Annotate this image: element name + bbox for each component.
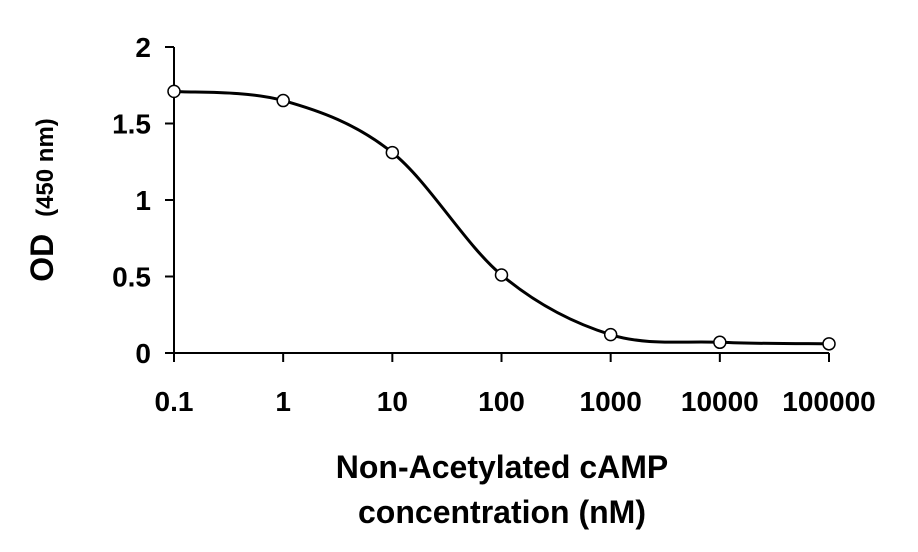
x-tick-label: 100000: [782, 386, 875, 417]
data-point: [167, 84, 181, 99]
data-point: [822, 337, 836, 351]
y-tick-label: 2: [135, 32, 151, 63]
axes: [173, 47, 829, 354]
series-line: [173, 89, 830, 346]
x-tick-label: 0.1: [155, 386, 194, 417]
x-tick-label: 10000: [681, 386, 759, 417]
x-tick-label: 10: [377, 386, 408, 417]
y-axis-title: OD (450 nm): [24, 118, 60, 282]
data-point: [276, 93, 290, 108]
y-axis-title-unit: (450 nm): [32, 118, 59, 217]
x-axis-title-line-2: concentration (nM): [358, 494, 646, 530]
y-tick-label: 1.5: [112, 109, 151, 140]
x-tick-label: 1000: [580, 386, 642, 417]
x-ticks: 0.1 1 10 100 1000 10000 100000: [155, 353, 876, 417]
y-tick-label: 1: [135, 185, 151, 216]
data-point: [713, 335, 727, 350]
y-tick-label: 0: [135, 338, 151, 369]
y-ticks: 0 0.5 1 1.5 2: [112, 32, 174, 369]
data-point: [603, 327, 618, 342]
x-axis-title-line-1: Non-Acetylated cAMP: [336, 449, 669, 485]
x-tick-label: 1: [275, 386, 291, 417]
y-tick-label: 0.5: [112, 262, 151, 293]
data-point: [385, 145, 400, 160]
y-axis-title-main: OD: [24, 234, 60, 282]
series-layer: [167, 84, 836, 351]
data-point: [494, 268, 509, 282]
x-tick-label: 100: [478, 386, 525, 417]
